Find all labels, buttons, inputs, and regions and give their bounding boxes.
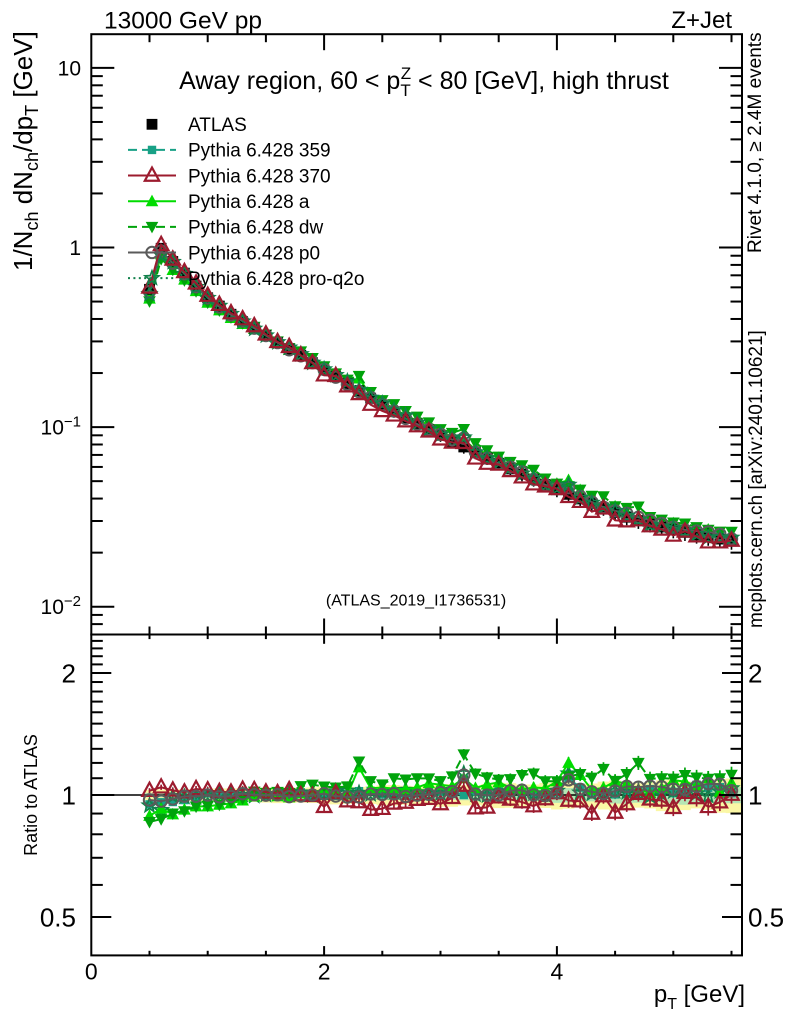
- svg-text:ATLAS: ATLAS: [188, 115, 247, 136]
- svg-text:1: 1: [62, 780, 76, 810]
- svg-text:(ATLAS_2019_I1736531): (ATLAS_2019_I1736531): [326, 593, 506, 610]
- svg-text:Pythia 6.428 359: Pythia 6.428 359: [188, 141, 331, 162]
- svg-text:10−1: 10−1: [41, 414, 81, 440]
- svg-text:1/Nch dNch/dpT [GeV]: 1/Nch dNch/dpT [GeV]: [8, 31, 42, 271]
- svg-text:Away region, 60 < pTZ < 80 [Ge: Away region, 60 < pTZ < 80 [GeV], high t…: [179, 64, 669, 100]
- svg-text:0: 0: [85, 959, 98, 985]
- svg-text:mcplots.cern.ch [arXiv:2401.10: mcplots.cern.ch [arXiv:2401.10621]: [746, 330, 767, 628]
- svg-text:13000 GeV pp: 13000 GeV pp: [104, 8, 262, 35]
- svg-text:2: 2: [62, 658, 76, 688]
- svg-text:2: 2: [318, 959, 331, 985]
- svg-text:4: 4: [551, 959, 564, 985]
- svg-text:2: 2: [748, 658, 762, 688]
- svg-text:0.5: 0.5: [748, 902, 784, 932]
- svg-text:1: 1: [69, 237, 81, 260]
- svg-text:10: 10: [58, 57, 81, 80]
- svg-text:1: 1: [748, 780, 762, 810]
- svg-text:Pythia 6.428 a: Pythia 6.428 a: [188, 192, 310, 213]
- svg-text:Ratio to ATLAS: Ratio to ATLAS: [21, 734, 41, 856]
- svg-text:Pythia 6.428 pro-q2o: Pythia 6.428 pro-q2o: [188, 269, 364, 290]
- svg-text:Pythia 6.428 370: Pythia 6.428 370: [188, 166, 331, 187]
- svg-text:Pythia 6.428 dw: Pythia 6.428 dw: [188, 218, 323, 239]
- svg-text:0.5: 0.5: [40, 902, 76, 932]
- svg-text:Pythia 6.428 p0: Pythia 6.428 p0: [188, 243, 320, 264]
- svg-text:Z+Jet: Z+Jet: [671, 7, 732, 34]
- svg-text:Rivet 4.1.0, ≥ 2.4M events: Rivet 4.1.0, ≥ 2.4M events: [745, 32, 766, 253]
